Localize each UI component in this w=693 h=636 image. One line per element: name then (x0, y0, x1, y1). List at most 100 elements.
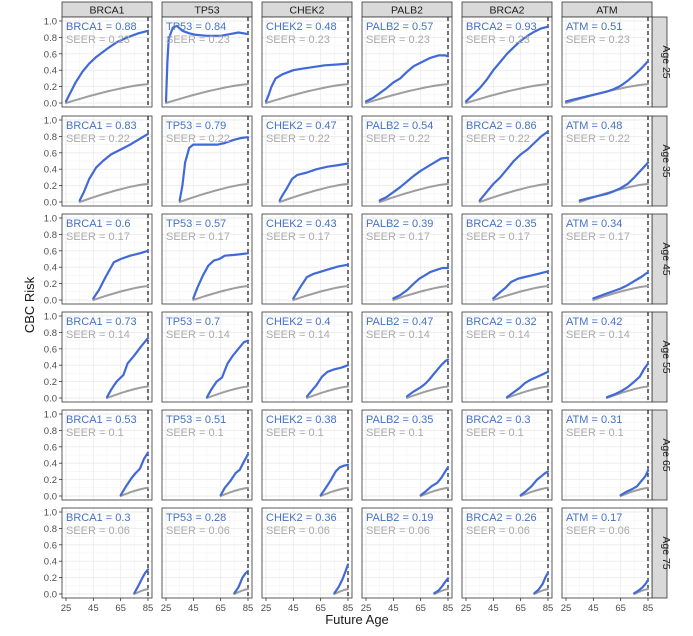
panel-border-brca2-45 (461, 213, 553, 305)
seer-risk-label: SEER = 0.14 (66, 329, 130, 341)
x-tick-label: 25 (561, 603, 572, 614)
seer-risk-label: SEER = 0.23 (566, 34, 630, 46)
y-tick-label: 0.2 (44, 377, 57, 388)
seer-risk-label: SEER = 0.22 (66, 133, 130, 145)
gene-curve-chek2-65 (319, 463, 350, 497)
x-tick-label: 45 (488, 603, 499, 614)
seer-risk-label: SEER = 0.23 (466, 34, 530, 46)
y-tick-label: 0.4 (44, 361, 57, 372)
seer-risk-label: SEER = 0.22 (366, 133, 430, 145)
panel-border-atm-25 (561, 16, 653, 108)
gene-risk-label: PALB2 = 0.54 (366, 120, 433, 132)
seer-curve-palb2-65 (419, 486, 449, 497)
seer-risk-label: SEER = 0.14 (266, 329, 330, 341)
panel-border-brca1-45 (61, 213, 153, 305)
gene-risk-label: CHEK2 = 0.4 (266, 316, 331, 328)
gene-risk-label: BRCA2 = 0.93 (466, 21, 537, 33)
x-tick-label: 25 (161, 603, 172, 614)
seer-curve-atm-45 (592, 285, 649, 301)
seer-curve-tp53-45 (192, 285, 249, 301)
y-tick-label: 0.0 (44, 394, 57, 405)
panel-border-atm-65 (561, 409, 653, 501)
y-tick-label: 0.4 (44, 263, 57, 274)
x-tick-label: 25 (361, 603, 372, 614)
y-axis-title: CBC Risk (22, 276, 37, 333)
seer-curve-palb2-35 (378, 183, 449, 203)
gene-risk-label: TP53 = 0.28 (166, 512, 226, 524)
seer-risk-label: SEER = 0.06 (166, 525, 230, 537)
gene-risk-label: BRCA1 = 0.88 (66, 21, 137, 33)
seer-curve-brca2-55 (506, 385, 549, 399)
seer-risk-label: SEER = 0.14 (366, 329, 430, 341)
y-tick-label: 0.4 (44, 459, 57, 470)
column-strip-label: BRCA2 (489, 5, 524, 17)
gene-curve-palb2-75 (433, 577, 450, 595)
seer-curve-brca1-55 (106, 385, 149, 399)
gene-curve-tp53-55 (205, 339, 250, 399)
gene-curve-brca1-75 (133, 568, 150, 595)
gene-curve-chek2-35 (278, 162, 350, 202)
x-tick-label: 85 (343, 603, 354, 614)
gene-curve-tp53-35 (178, 136, 250, 202)
x-tick-label: 45 (388, 603, 399, 614)
seer-curve-brca2-65 (519, 486, 549, 497)
seer-risk-label: SEER = 0.23 (266, 34, 330, 46)
y-tick-label: 0.0 (44, 296, 57, 307)
seer-curve-palb2-45 (392, 285, 449, 301)
gene-risk-label: TP53 = 0.84 (166, 21, 226, 33)
seer-risk-label: SEER = 0.22 (266, 133, 330, 145)
gene-risk-label: CHEK2 = 0.38 (266, 414, 337, 426)
gene-curve-chek2-75 (333, 563, 350, 595)
gene-risk-label: TP53 = 0.7 (166, 316, 220, 328)
panel-border-atm-45 (561, 213, 653, 305)
gene-risk-label: BRCA2 = 0.32 (466, 316, 537, 328)
seer-curve-tp53-35 (178, 183, 249, 203)
x-tick-label: 25 (261, 603, 272, 614)
panel-border-tp53-65 (161, 409, 253, 501)
gene-risk-label: TP53 = 0.51 (166, 414, 226, 426)
y-tick-label: 0.8 (44, 426, 57, 437)
y-tick-label: 0.2 (44, 82, 57, 93)
y-tick-label: 0.4 (44, 66, 57, 77)
seer-risk-label: SEER = 0.1 (366, 427, 424, 439)
row-strip-label: Age 55 (660, 340, 672, 373)
gene-curve-brca1-65 (119, 451, 150, 497)
y-tick-label: 0.6 (44, 49, 57, 60)
seer-risk-label: SEER = 0.1 (166, 427, 224, 439)
seer-risk-label: SEER = 0.06 (466, 525, 530, 537)
seer-risk-label: SEER = 0.14 (466, 329, 530, 341)
y-tick-label: 0.0 (44, 99, 57, 110)
seer-risk-label: SEER = 0.17 (266, 231, 330, 243)
panel-border-palb2-75 (361, 507, 453, 599)
panel-border-chek2-35 (261, 115, 353, 207)
y-tick-label: 0.8 (44, 132, 57, 143)
gene-curve-tp53-65 (219, 453, 250, 497)
panel-border-palb2-45 (361, 213, 453, 305)
seer-curve-tp53-55 (206, 385, 249, 399)
gene-curve-palb2-35 (378, 156, 450, 202)
seer-risk-label: SEER = 0.06 (366, 525, 430, 537)
gene-curve-atm-65 (619, 469, 650, 497)
x-tick-label: 85 (143, 603, 154, 614)
seer-curve-tp53-25 (165, 83, 249, 104)
gene-risk-label: BRCA2 = 0.3 (466, 414, 531, 426)
seer-risk-label: SEER = 0.17 (366, 231, 430, 243)
panel-border-atm-55 (561, 311, 653, 403)
seer-curve-atm-65 (619, 486, 649, 497)
seer-risk-label: SEER = 0.22 (466, 133, 530, 145)
seer-risk-label: SEER = 0.1 (66, 427, 124, 439)
panel-border-brca1-35 (61, 115, 153, 207)
gene-curve-brca2-35 (478, 130, 550, 202)
x-tick-label: 65 (415, 603, 426, 614)
seer-curve-chek2-55 (306, 385, 349, 399)
seer-risk-label: SEER = 0.14 (166, 329, 230, 341)
seer-risk-label: SEER = 0.23 (166, 34, 230, 46)
y-tick-label: 1.0 (44, 312, 57, 323)
panel-border-palb2-35 (361, 115, 453, 207)
x-tick-label: 85 (643, 603, 654, 614)
gene-curve-brca1-35 (78, 132, 150, 202)
seer-curve-chek2-65 (319, 486, 349, 497)
y-tick-label: 0.6 (44, 540, 57, 551)
gene-risk-label: BRCA1 = 0.3 (66, 512, 131, 524)
